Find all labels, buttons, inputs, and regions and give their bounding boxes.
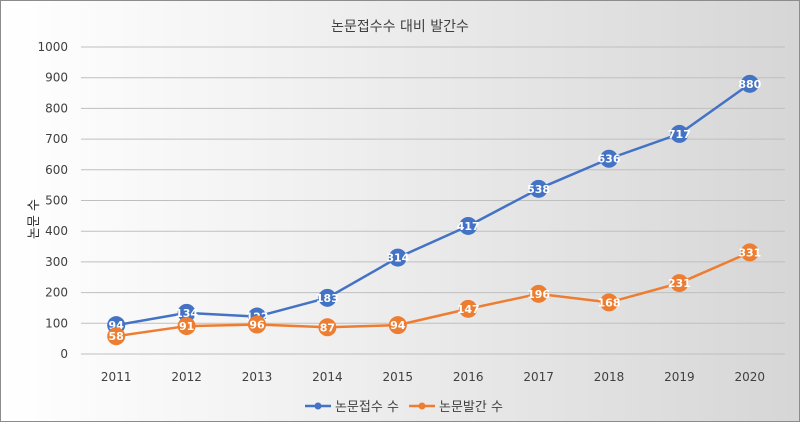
y-tick-label: 100 — [45, 316, 68, 330]
data-point — [459, 299, 478, 318]
data-point — [177, 303, 196, 322]
y-tick-label: 700 — [45, 132, 68, 146]
series-lines: 9413412218331441753863671788058919687941… — [107, 74, 762, 346]
data-point — [740, 74, 759, 93]
x-tick-label: 2014 — [312, 370, 343, 384]
data-label: 314 — [386, 252, 409, 265]
data-label: 636 — [598, 153, 621, 166]
x-tick-label: 2013 — [242, 370, 273, 384]
data-label: 134 — [175, 307, 198, 320]
series-2: 58 91 96 87 94 147 196 168 231 331 — [107, 243, 761, 346]
data-label: 94 — [390, 319, 406, 332]
y-tick-label: 500 — [45, 194, 68, 208]
data-label: 168 — [598, 296, 621, 309]
legend-item-2: 논문발간 수 — [409, 400, 503, 415]
x-tick-label: 2017 — [523, 370, 554, 384]
data-point — [107, 327, 126, 346]
y-tick-label: 800 — [45, 101, 68, 115]
series-1-line — [115, 82, 751, 327]
y-tick-label: 300 — [45, 255, 68, 269]
legend-item-1: 논문접수 수 — [305, 400, 399, 415]
data-label: 96 — [249, 319, 265, 332]
data-label: 331 — [738, 246, 761, 259]
x-tick-labels: 2011 2012 2013 2014 2015 2016 2017 2018 2019 2020 — [101, 370, 765, 384]
data-point — [177, 317, 196, 336]
y-tick-label: 0 — [60, 347, 68, 361]
x-tick-label: 2019 — [664, 370, 695, 384]
data-label: 417 — [457, 220, 480, 233]
x-tick-label: 2011 — [101, 370, 132, 384]
data-point — [459, 216, 478, 235]
data-label: 58 — [109, 330, 124, 343]
series-1: 94134122183314417538636717880 — [107, 74, 762, 335]
legend-label: 논문접수 수 — [335, 400, 399, 415]
data-label: 183 — [316, 292, 339, 305]
data-label: 538 — [527, 183, 550, 196]
gridlines — [81, 46, 785, 355]
data-point — [318, 318, 337, 337]
data-label: 231 — [668, 277, 691, 290]
legend-marker — [418, 402, 426, 410]
data-label: 91 — [179, 320, 194, 333]
data-point — [318, 288, 337, 307]
data-point — [248, 315, 266, 334]
y-tick-label: 1000 — [37, 40, 68, 54]
data-point — [600, 149, 618, 168]
data-point — [388, 316, 407, 335]
legend: 논문접수 수 논문발간 수 — [305, 400, 503, 415]
x-tick-label: 2020 — [735, 370, 766, 384]
x-tick-label: 2015 — [383, 370, 414, 384]
y-tick-label: 900 — [45, 71, 68, 85]
legend-label: 논문발간 수 — [439, 400, 503, 415]
data-point — [740, 243, 759, 262]
data-label: 147 — [457, 303, 480, 316]
y-tick-label: 400 — [45, 224, 68, 238]
data-point — [529, 284, 548, 303]
legend-marker — [314, 402, 322, 410]
x-tick-label: 2018 — [594, 370, 625, 384]
x-tick-label: 2012 — [171, 370, 202, 384]
y-tick-label: 200 — [45, 286, 68, 300]
series-2-line — [116, 251, 751, 338]
data-label: 87 — [320, 321, 335, 334]
x-tick-label: 2016 — [453, 370, 484, 384]
y-axis-label: 논문 수 — [27, 199, 42, 239]
data-label: 880 — [738, 78, 761, 91]
y-tick-label: 600 — [45, 163, 68, 177]
data-point — [670, 124, 689, 143]
data-point — [600, 293, 618, 312]
data-point — [529, 179, 548, 198]
chart-title: 논문접수수 대비 발간수 — [331, 19, 469, 35]
data-label: 717 — [668, 128, 691, 141]
data-point — [388, 248, 407, 267]
y-tick-labels: 0 100 200 300 400 500 600 700 800 900 1000 — [37, 40, 68, 361]
data-label: 196 — [527, 288, 550, 301]
data-point — [670, 274, 689, 293]
